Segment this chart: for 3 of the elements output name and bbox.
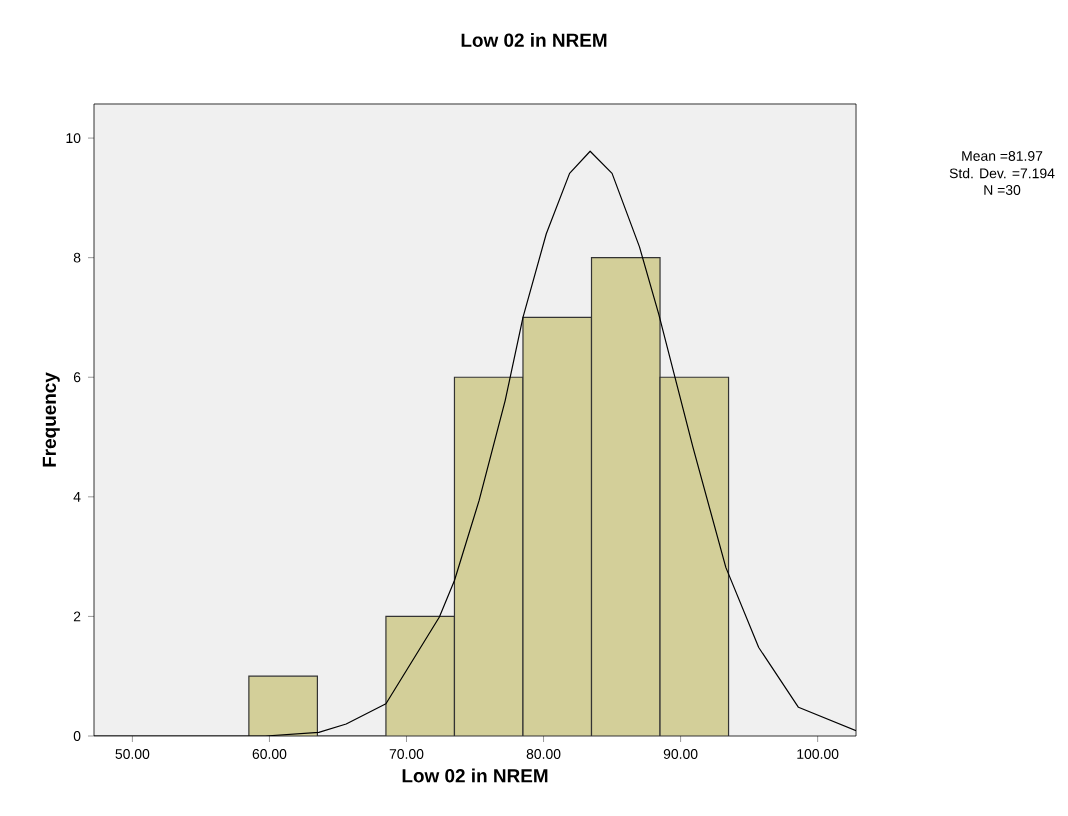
y-axis-title: Frequency: [42, 372, 60, 467]
chart-title: Low 02 in NREM: [461, 33, 607, 47]
x-axis-title: Low 02 in NREM: [402, 768, 548, 783]
